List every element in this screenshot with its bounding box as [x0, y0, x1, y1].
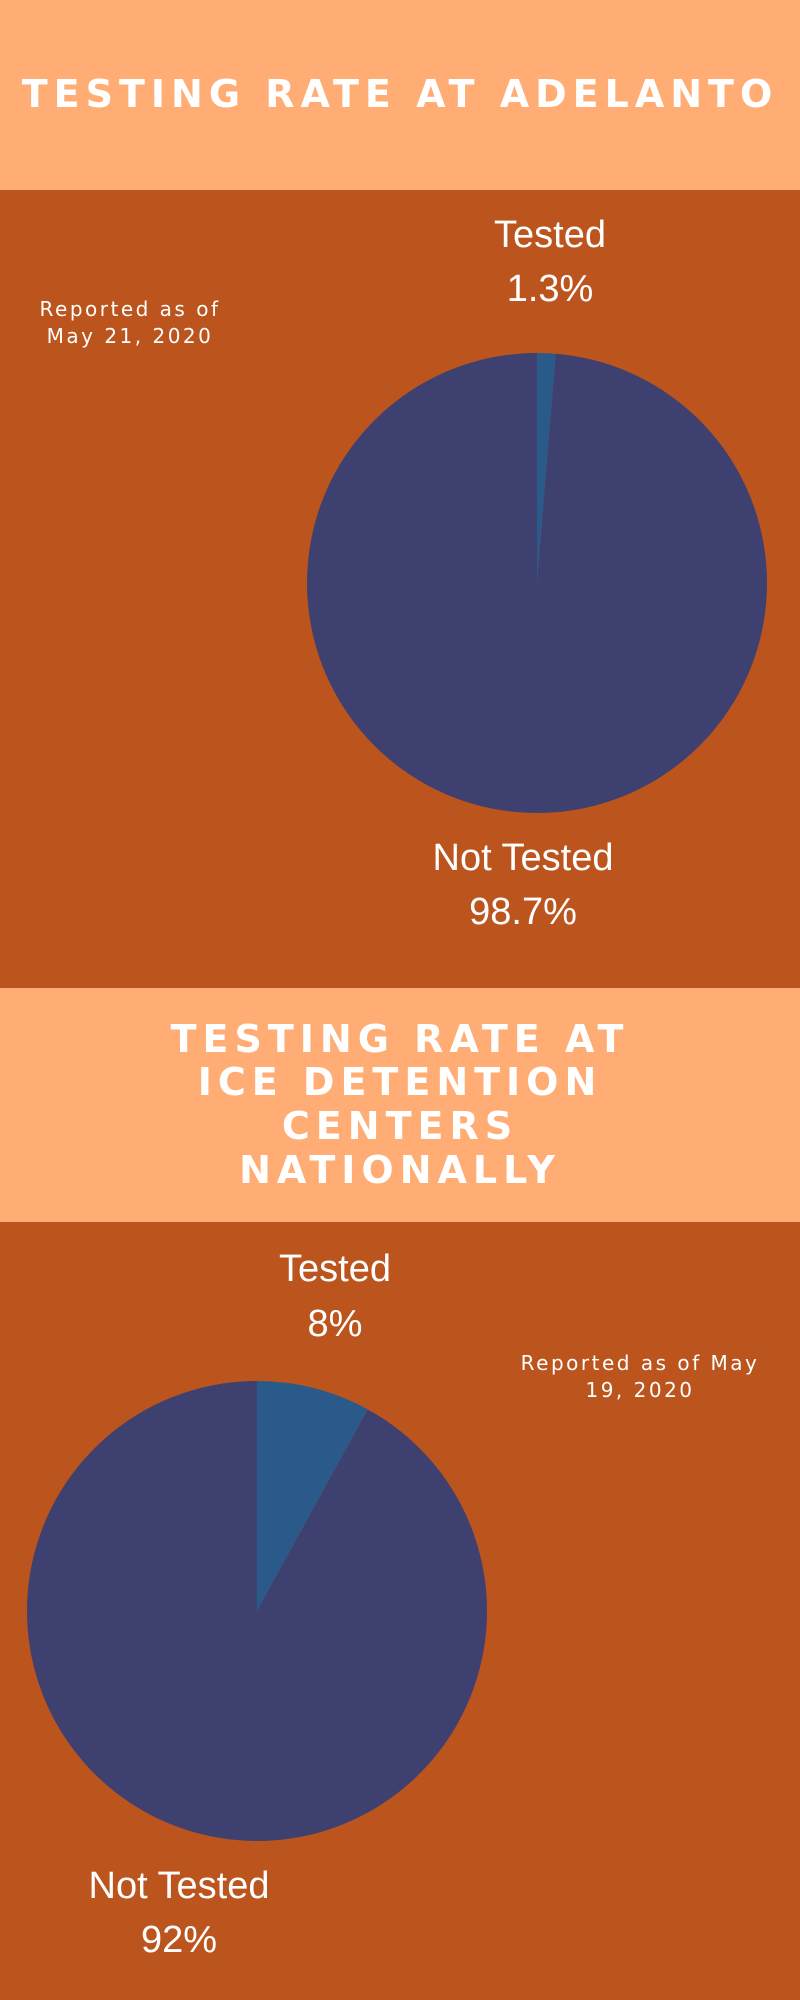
section-title: TESTING RATE AT ICE DETENTION CENTERS NA…	[170, 1016, 630, 1192]
slice-value-label: 92%	[141, 1919, 217, 1961]
pie-slice-tested	[257, 1381, 368, 1611]
slice-label: Tested	[279, 1248, 391, 1290]
pie-slice-not-tested	[307, 353, 768, 813]
slice-label: Not Tested	[433, 837, 614, 879]
header-band-national: TESTING RATE AT ICE DETENTION CENTERS NA…	[0, 988, 800, 1222]
pie-slice-not-tested	[26, 1381, 487, 1841]
slice-label: Not Tested	[89, 1865, 270, 1907]
pie-chart-adelanto: Tested 1.3% Not Tested 98.7%	[307, 214, 768, 933]
pie-slice-tested	[537, 353, 556, 583]
header-band-adelanto: TESTING RATE AT ADELANTO	[0, 0, 800, 190]
adelanto-chart-section: Reported as of May 21, 2020 Tested 1.3% No…	[0, 190, 800, 988]
report-date-note: Reported as of May 21, 2020	[39, 297, 221, 348]
section-title: TESTING RATE AT ADELANTO	[21, 72, 779, 117]
slice-value-label: 8%	[308, 1303, 363, 1345]
slice-label: Tested	[494, 214, 606, 256]
slice-value-label: 98.7%	[469, 891, 577, 933]
pie-chart-national: Tested 8% Not Tested 92%	[26, 1248, 487, 1961]
slice-value-label: 1.3%	[507, 268, 594, 310]
national-chart-section: Reported as of May 19, 2020 Tested 8% Not …	[0, 1222, 800, 2000]
report-date-note: Reported as of May 19, 2020	[520, 1351, 760, 1402]
